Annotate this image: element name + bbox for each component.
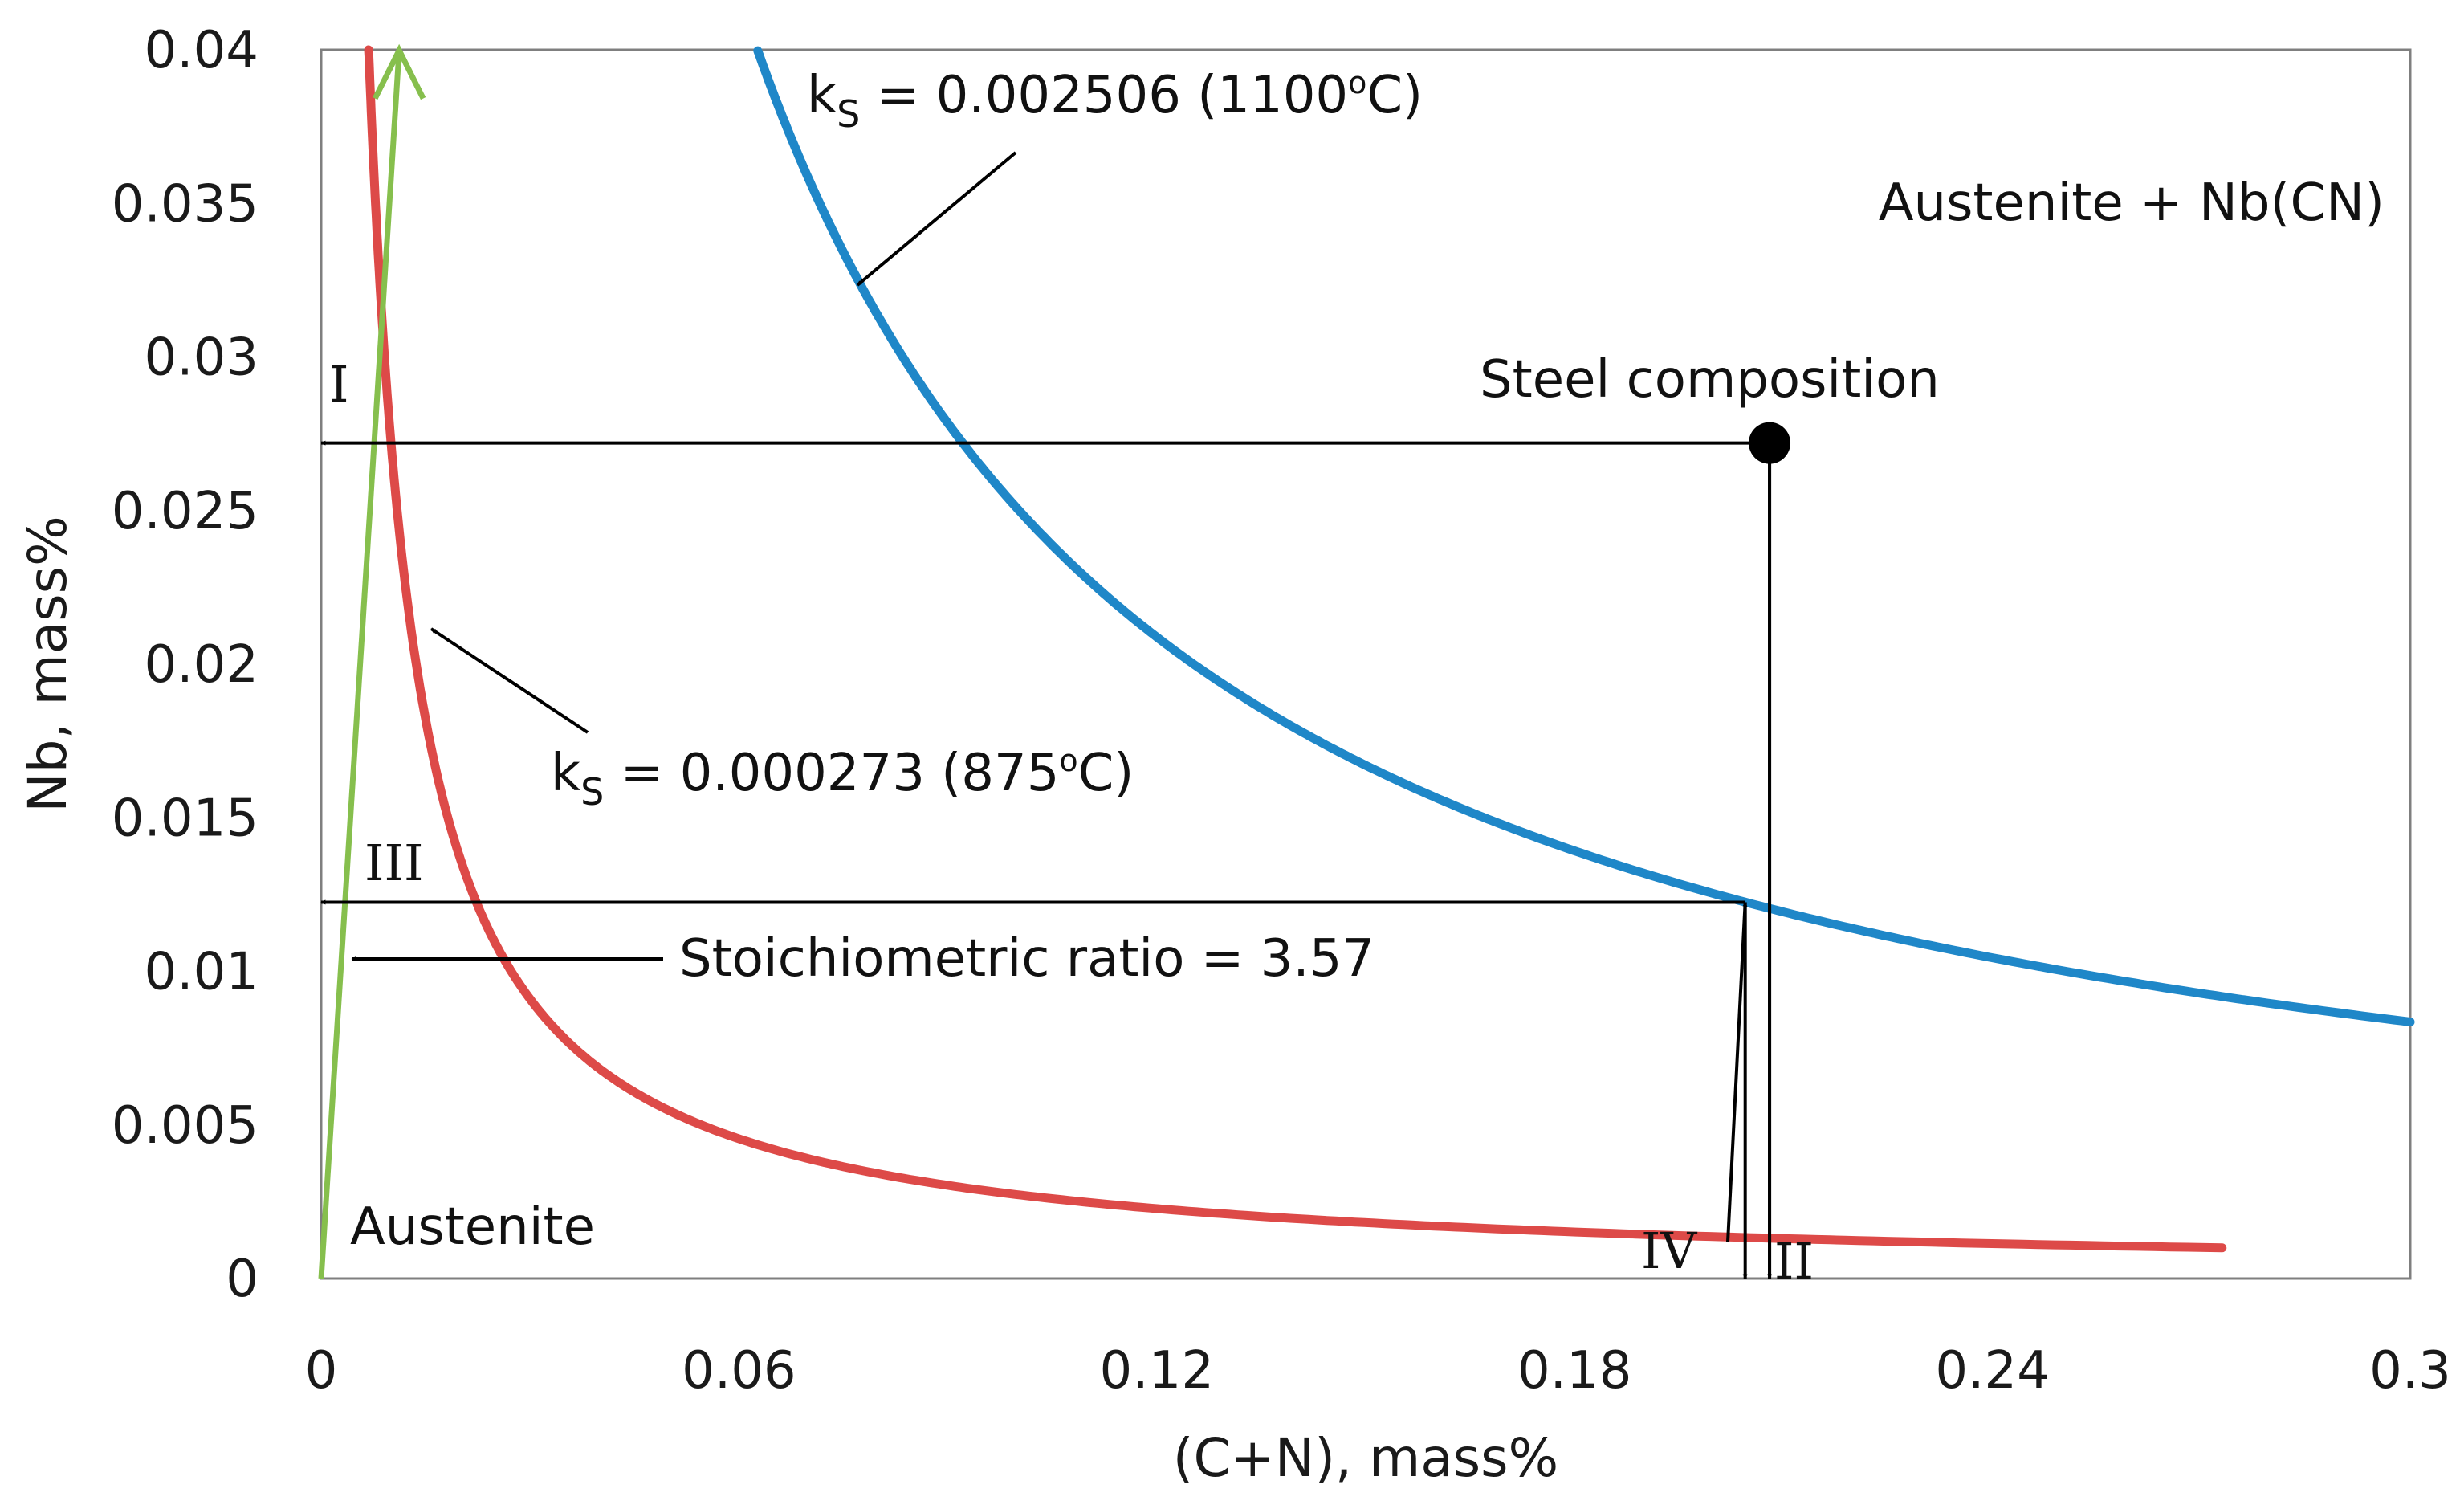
step-II-label: II <box>1774 1232 1814 1291</box>
step-IV-arrow <box>1726 901 1748 1242</box>
x-tick-label: 0 <box>305 1341 338 1401</box>
steel-composition-label: Steel composition <box>1480 350 1940 410</box>
y-tick-label: 0.015 <box>112 789 259 848</box>
y-tick-label: 0.035 <box>112 174 259 234</box>
step-III-label: III <box>365 834 423 892</box>
y-tick-label: 0 <box>226 1250 259 1309</box>
y-tick-label: 0.02 <box>145 635 259 695</box>
y-tick-label: 0.005 <box>112 1096 259 1156</box>
stoichiometric-ratio-label: Stoichiometric ratio = 3.57 <box>679 929 1375 989</box>
step-I-label: I <box>329 355 349 414</box>
ks-high-pointer-arrow <box>856 151 1017 287</box>
region-label-austenite: Austenite <box>350 1197 595 1257</box>
ks-low-pointer-arrow <box>430 627 589 734</box>
x-tick-label: 0.24 <box>1935 1341 2050 1401</box>
x-axis-title: (C+N), mass% <box>1173 1427 1558 1489</box>
y-tick-label: 0.025 <box>112 482 259 541</box>
ks-1100c-solubility-curve <box>753 46 2415 1026</box>
steel-composition-point <box>1749 422 1791 464</box>
x-tick-label: 0.3 <box>2369 1341 2451 1401</box>
x-axis-ticks: 0 0.06 0.12 0.18 0.24 0.3 <box>305 1341 2451 1401</box>
plot-area-frame <box>320 48 2412 1280</box>
y-axis-title: Nb, mass% <box>17 516 79 812</box>
region-label-austenite-nbcn: Austenite + Nb(CN) <box>1879 173 2385 233</box>
x-tick-label: 0.18 <box>1517 1341 1632 1401</box>
step-IV-label: IV <box>1641 1222 1697 1280</box>
stoichiometric-ratio-line <box>318 50 402 1279</box>
ks-high-label: kS = 0.002506 (1100oC) <box>807 65 1423 136</box>
y-tick-label: 0.04 <box>145 21 259 80</box>
x-tick-label: 0.06 <box>682 1341 796 1401</box>
y-tick-label: 0.01 <box>145 943 259 1002</box>
stoichiometric-arrowhead-icon <box>373 43 426 100</box>
ks-low-label: kS = 0.000273 (875oC) <box>551 743 1134 814</box>
x-tick-label: 0.12 <box>1100 1341 1215 1401</box>
ks-875c-solubility-curve <box>364 45 2227 1253</box>
y-tick-label: 0.03 <box>145 328 259 388</box>
y-axis-ticks: 0 0.005 0.01 0.015 0.02 0.025 0.03 0.035 0.04 <box>112 21 259 1309</box>
